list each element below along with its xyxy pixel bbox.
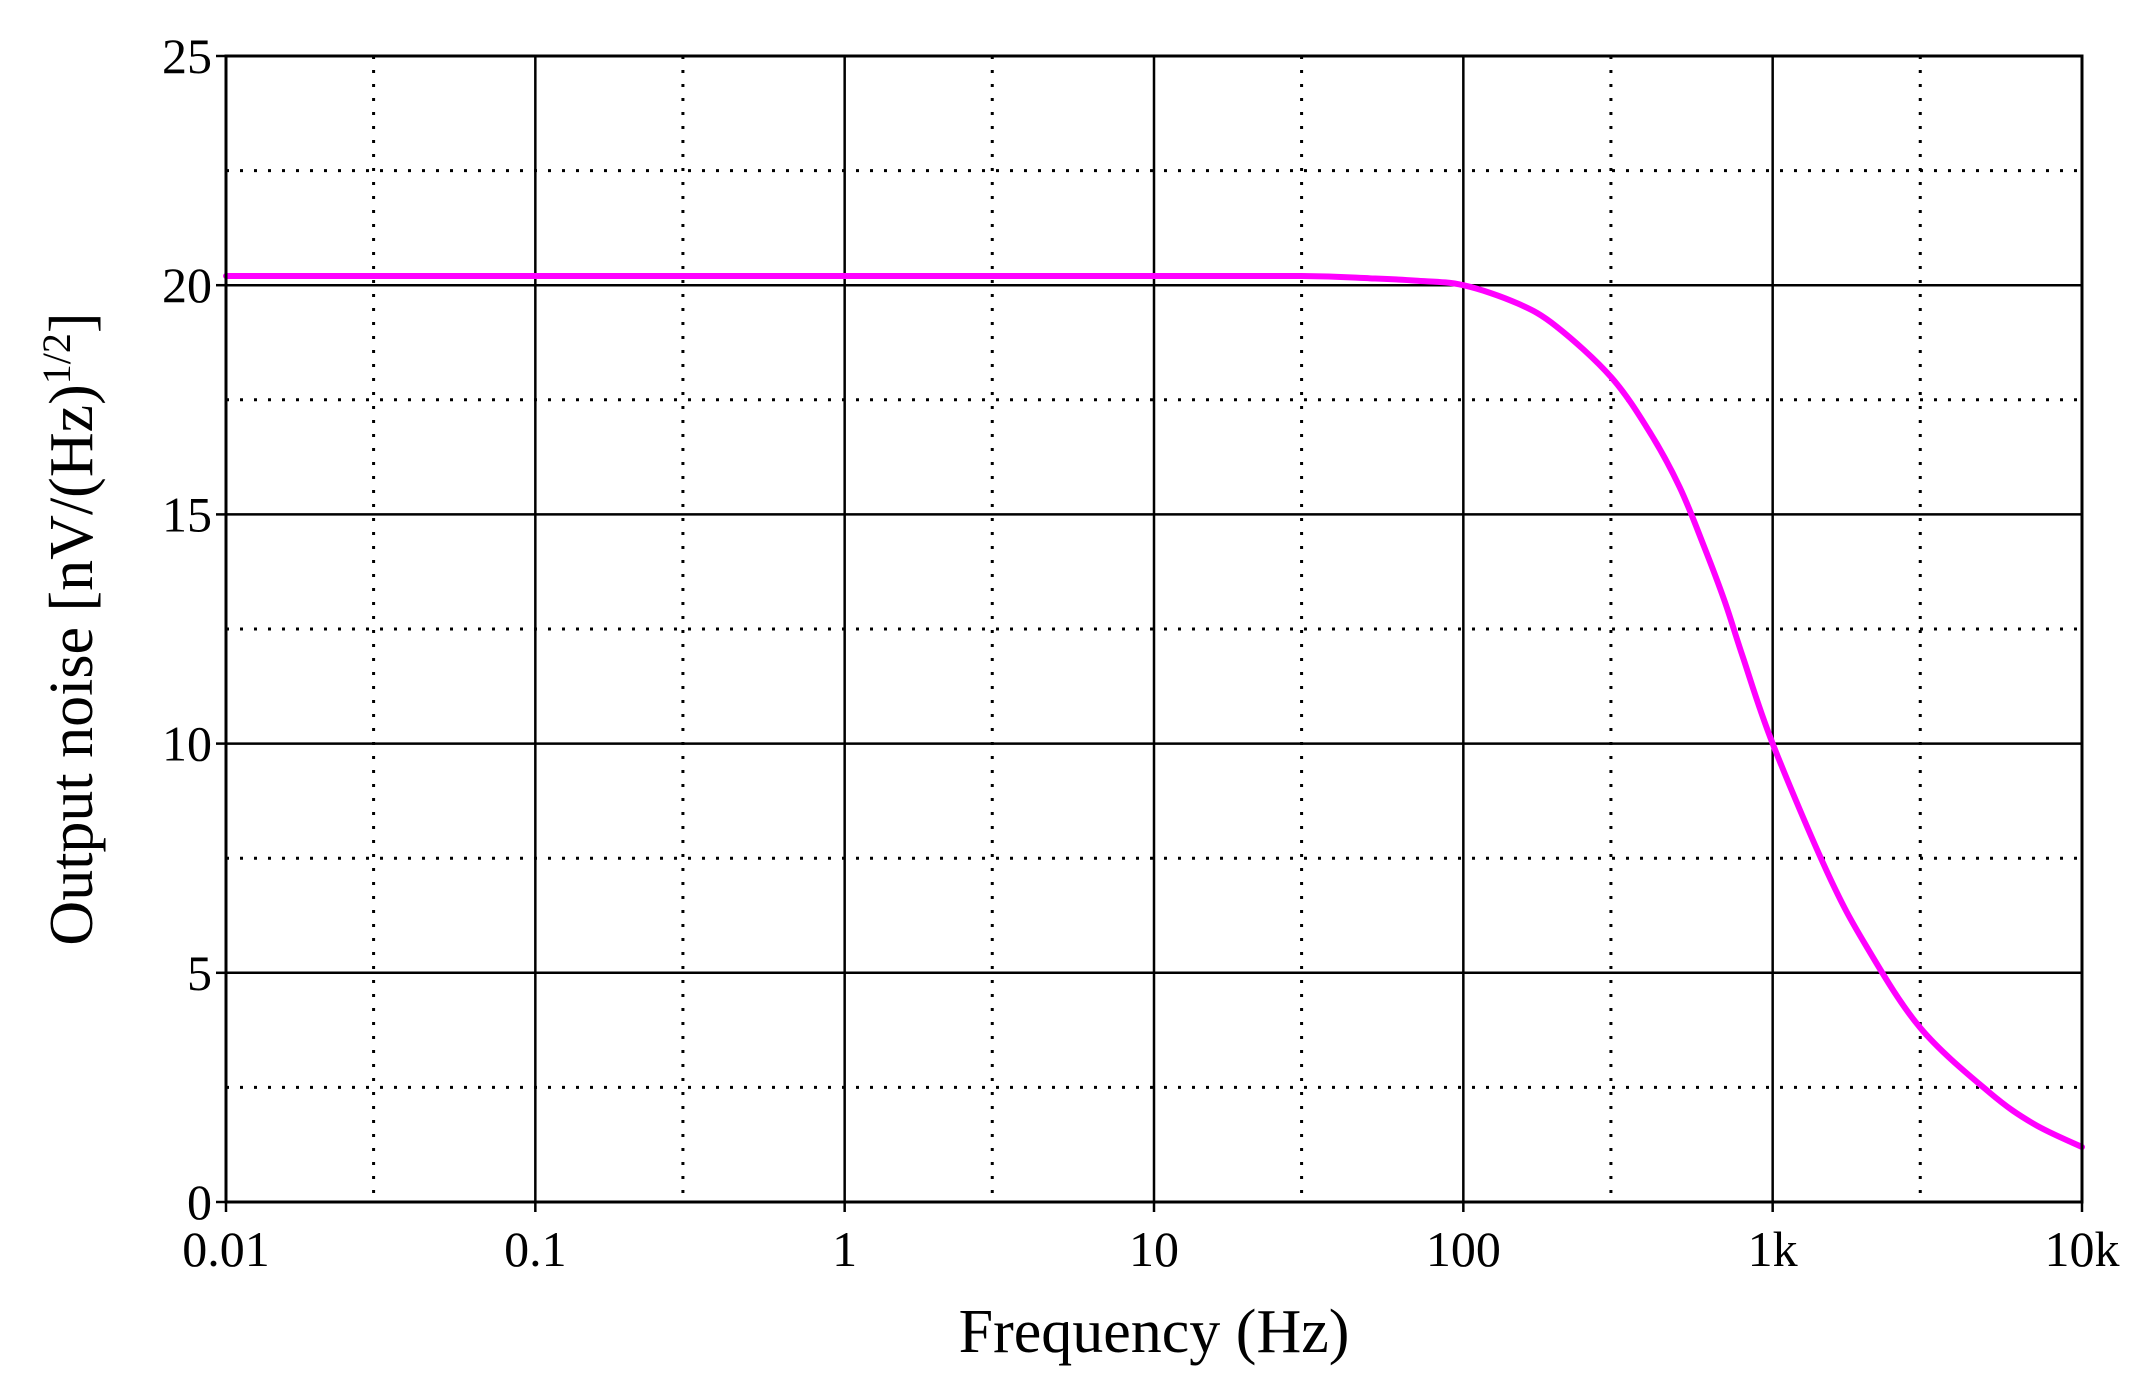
y-axis-title-superscript: 1/2 (34, 333, 79, 384)
y-axis-title-main: Output noise [nV/(Hz) (38, 384, 106, 945)
y-tick-label: 5 (187, 945, 212, 1001)
y-tick-label: 15 (162, 486, 212, 542)
x-axis-title: Frequency (Hz) (959, 1298, 1350, 1366)
y-tick-labels: 0 5 10 15 20 25 (162, 28, 226, 1230)
x-tick-label: 100 (1426, 1221, 1501, 1277)
x-tick-label: 1 (832, 1221, 857, 1277)
x-tick-labels: 0.01 0.1 1 10 100 1k 10k (182, 1202, 2120, 1277)
x-tick-label: 10k (2045, 1221, 2120, 1277)
y-tick-label: 10 (162, 716, 212, 772)
x-tick-label: 1k (1748, 1221, 1798, 1277)
series-layer (223, 272, 2085, 1150)
y-axis-title: Output noise [nV/(Hz)1/2] (34, 312, 107, 945)
x-tick-label: 0.01 (182, 1221, 270, 1277)
grid (224, 54, 2084, 1204)
x-tick-label: 10 (1129, 1221, 1179, 1277)
series-line (223, 272, 2085, 1150)
x-tick-label: 0.1 (504, 1221, 567, 1277)
y-tick-label: 0 (187, 1174, 212, 1230)
y-tick-label: 25 (162, 28, 212, 84)
y-axis-title-suffix: ] (38, 312, 106, 333)
y-tick-label: 20 (162, 257, 212, 313)
